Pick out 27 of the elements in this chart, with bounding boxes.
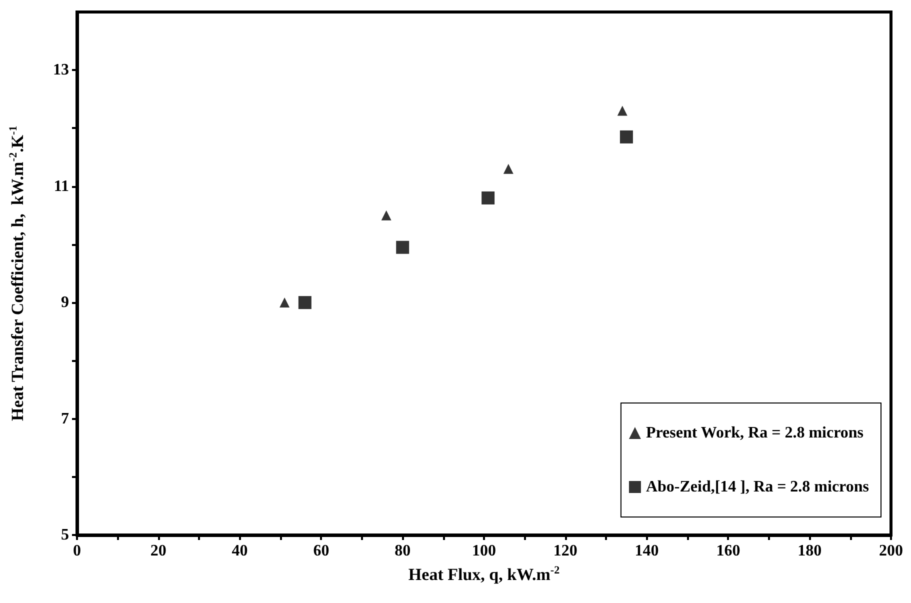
x-tick-label: 100 [472,542,496,560]
x-tick-label: 0 [73,542,81,560]
point [620,130,633,144]
y-axis-title: Heat Transfer Coefficient, h, kW.m-2.K-1 [8,126,27,421]
point [381,210,392,220]
point [503,164,514,174]
y-tick-label: 7 [61,410,69,428]
x-tick-label: 20 [150,542,166,560]
x-tick-label: 80 [394,542,411,560]
y-tick-label: 5 [61,526,69,544]
x-tick-label: 140 [634,542,659,560]
legend-label: Abo-Zeid,[14 ], Ra = 2.8 microns [646,478,870,496]
x-tick-label: 40 [232,542,248,560]
point [617,106,628,116]
x-tick-label: 200 [879,542,903,560]
point [298,296,312,310]
y-tick-label: 13 [53,62,69,79]
y-tick-label: 9 [61,294,69,312]
x-tick-label: 120 [553,542,578,560]
y-tick-label: 11 [54,178,69,195]
point [482,191,495,204]
point [280,298,290,308]
x-tick-label: 180 [798,542,822,560]
x-tick-label: 160 [716,542,740,560]
point [396,240,410,254]
legend-label: Present Work, Ra = 2.8 microns [646,424,864,442]
x-tick-label: 60 [313,542,330,560]
